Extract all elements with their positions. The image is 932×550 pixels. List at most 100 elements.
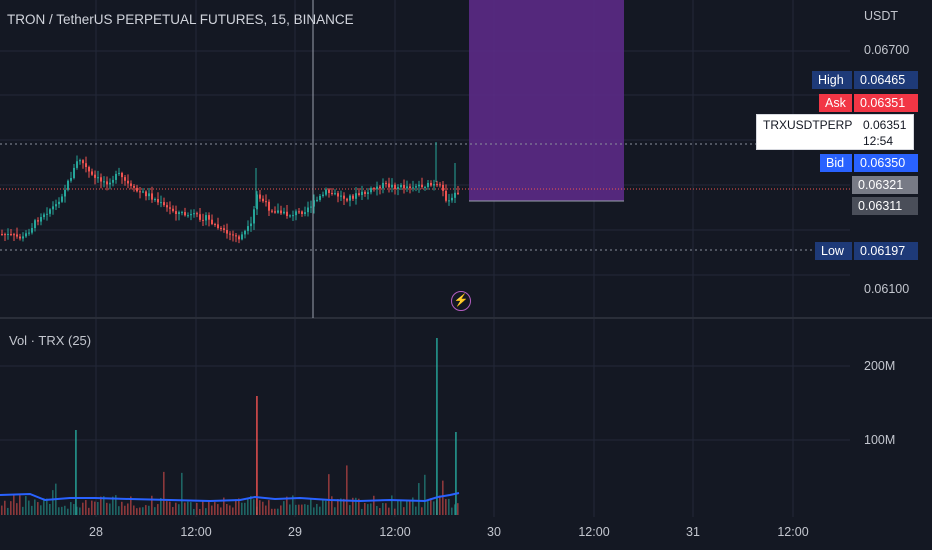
candle-body [34, 220, 36, 229]
candle-body [37, 220, 39, 222]
candle-body [178, 212, 180, 215]
volume-bar [352, 497, 354, 515]
volume-bar [75, 430, 77, 515]
volume-bar [157, 504, 159, 515]
time-label: 30 [487, 525, 501, 539]
candle-body [73, 167, 75, 178]
candle-body [262, 198, 264, 202]
candle-body [319, 195, 321, 200]
volume-tick: 100M [864, 433, 896, 447]
volume-bar [310, 499, 312, 515]
candle-body [256, 194, 258, 210]
volume-bar [427, 500, 429, 515]
volume-bar [31, 505, 33, 515]
volume-bar [328, 474, 330, 515]
candle-body [448, 200, 450, 202]
volume-bar [100, 496, 102, 515]
candle-body [406, 186, 408, 189]
candle-body [232, 234, 234, 236]
candle-body [433, 184, 435, 186]
volume-bar [133, 505, 135, 515]
volume-bar [292, 495, 294, 515]
candle-body [211, 219, 213, 225]
volume-bar [455, 432, 457, 515]
volume-bar [187, 501, 189, 515]
candle-body [385, 182, 387, 184]
volume-bar [373, 495, 375, 515]
volume-bar [430, 498, 432, 515]
candle-body [148, 193, 150, 197]
volume-bar [172, 507, 174, 515]
candle-body [391, 184, 393, 188]
volume-bar [421, 507, 423, 515]
candle-body [364, 191, 366, 194]
volume-bar [64, 505, 66, 515]
volume-bar [229, 505, 231, 515]
volume-bar [1, 505, 3, 515]
candle-body [250, 223, 252, 227]
time-label: 12:00 [578, 525, 610, 539]
candle-body [133, 185, 135, 188]
volume-bar [40, 505, 42, 515]
candle-body [376, 186, 378, 190]
volume-bar [7, 507, 9, 515]
low-value: 0.06197 [854, 242, 918, 260]
volume-bars [1, 338, 459, 515]
candle-body [97, 177, 99, 179]
ask-label: Ask [819, 94, 852, 112]
candle-body [265, 201, 267, 203]
candle-body [67, 180, 69, 190]
symbol-title: TRON / TetherUS PERPETUAL FUTURES, 15, B… [7, 12, 354, 27]
lightning-icon[interactable]: ⚡ [451, 291, 471, 311]
volume-bar [4, 500, 6, 515]
volume-bar [286, 496, 288, 515]
candle-body [58, 201, 60, 205]
volume-bar [85, 500, 87, 515]
time-label: 29 [288, 525, 302, 539]
volume-bar [208, 500, 210, 515]
volume-bar [79, 507, 81, 515]
volume-bar [367, 504, 369, 515]
long-position-box[interactable] [469, 0, 624, 201]
candle-body [130, 183, 132, 186]
volume-bar [331, 496, 333, 515]
volume-bar [184, 502, 186, 515]
volume-indicator-title[interactable]: Vol · TRX (25) [9, 333, 92, 348]
candle-body [88, 167, 90, 172]
symbol-price: 0.06351 [863, 118, 907, 132]
candle-body [367, 192, 369, 194]
candle-body [139, 191, 141, 193]
high-label: High [812, 71, 852, 89]
volume-bar [22, 506, 24, 515]
candle-body [334, 193, 336, 195]
candle-body [181, 212, 183, 214]
volume-bar [313, 507, 315, 515]
candle-body [388, 183, 390, 188]
volume-bar [337, 499, 339, 515]
candle-body [322, 194, 324, 196]
time-label: 12:00 [379, 525, 411, 539]
volume-bar [325, 500, 327, 515]
volume-bar [415, 506, 417, 515]
grid [0, 0, 850, 517]
candle-body [412, 187, 414, 189]
volume-bar [214, 502, 216, 515]
volume-bar [391, 495, 393, 515]
volume-bar [46, 498, 48, 515]
candle-body [142, 191, 144, 193]
candle-body [1, 234, 3, 235]
candle-body [79, 160, 81, 162]
volume-bar [124, 505, 126, 515]
candle-body [163, 202, 165, 206]
volume-bar [364, 502, 366, 515]
candle-body [205, 215, 207, 221]
volume-bar [127, 503, 129, 515]
volume-bar [19, 495, 21, 515]
volume-bar [382, 502, 384, 515]
ask-value: 0.06351 [854, 94, 918, 112]
candle-body [241, 234, 243, 240]
candle-body [169, 207, 171, 209]
volume-bar [322, 499, 324, 515]
candle-body [379, 186, 381, 189]
